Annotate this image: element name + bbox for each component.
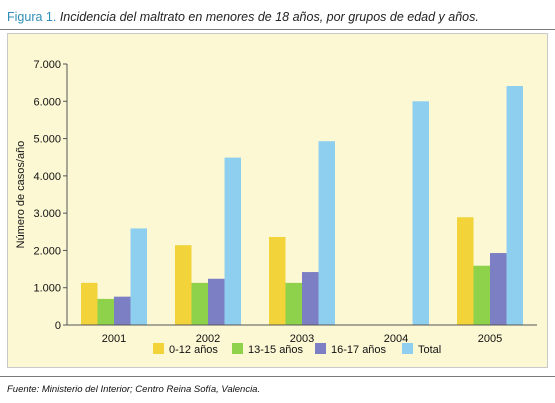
bar: [285, 282, 302, 325]
chart-panel: 0 1.000 2.000 3.000 4.000 5.000 6.000 7.000 Núme…: [7, 33, 548, 368]
x-tick-label: 2001: [102, 333, 126, 345]
bar: [457, 217, 474, 325]
x-tick-label: 2003: [290, 333, 314, 345]
bar: [269, 237, 286, 325]
legend-label: 0-12 años: [169, 344, 218, 356]
legend-label: Total: [418, 344, 441, 356]
figure-source: Fuente: Ministerio del Interior; Centro …: [7, 384, 261, 395]
x-tick-label: 2004: [384, 333, 408, 345]
y-tick-label: 7.000: [33, 59, 61, 71]
bar: [506, 85, 523, 326]
y-tick-label: 3.000: [33, 208, 61, 220]
bar: [175, 245, 192, 325]
top-rule: [0, 29, 555, 30]
bar: [302, 272, 319, 325]
y-tick-label: 1.000: [33, 283, 61, 295]
bar: [114, 296, 131, 325]
bar: [412, 101, 429, 326]
y-axis-title: Número de casos/año: [15, 141, 27, 249]
bar-chart: 0 1.000 2.000 3.000 4.000 5.000 6.000 7.000 Núme…: [15, 59, 537, 356]
y-tick-label: 4.000: [33, 171, 61, 183]
y-tick-label: 0: [55, 320, 61, 332]
bar: [473, 265, 490, 325]
x-tick-label: 2002: [196, 333, 220, 345]
legend-label: 16-17 años: [331, 344, 387, 356]
legend-swatch: [402, 343, 413, 354]
legend-swatch: [153, 343, 164, 354]
bar: [490, 253, 507, 325]
figure-label: Figura 1.: [7, 10, 57, 24]
legend-swatch: [232, 343, 243, 354]
bar: [97, 298, 114, 325]
bar: [208, 278, 225, 325]
bar: [318, 141, 335, 325]
x-tick-label: 2005: [478, 333, 502, 345]
bar: [81, 282, 98, 325]
bar: [224, 157, 241, 325]
legend-swatch: [315, 343, 326, 354]
bar: [130, 228, 147, 325]
figure-title: Incidencia del maltrato en menores de 18…: [59, 10, 479, 24]
bar: [191, 282, 208, 325]
legend-label: 13-15 años: [248, 344, 304, 356]
y-tick-label: 5.000: [33, 134, 61, 146]
figure-caption: Figura 1. Incidencia del maltrato en men…: [7, 10, 479, 24]
y-tick-label: 6.000: [33, 96, 61, 108]
bottom-rule: [0, 376, 555, 377]
y-tick-label: 2.000: [33, 245, 61, 257]
